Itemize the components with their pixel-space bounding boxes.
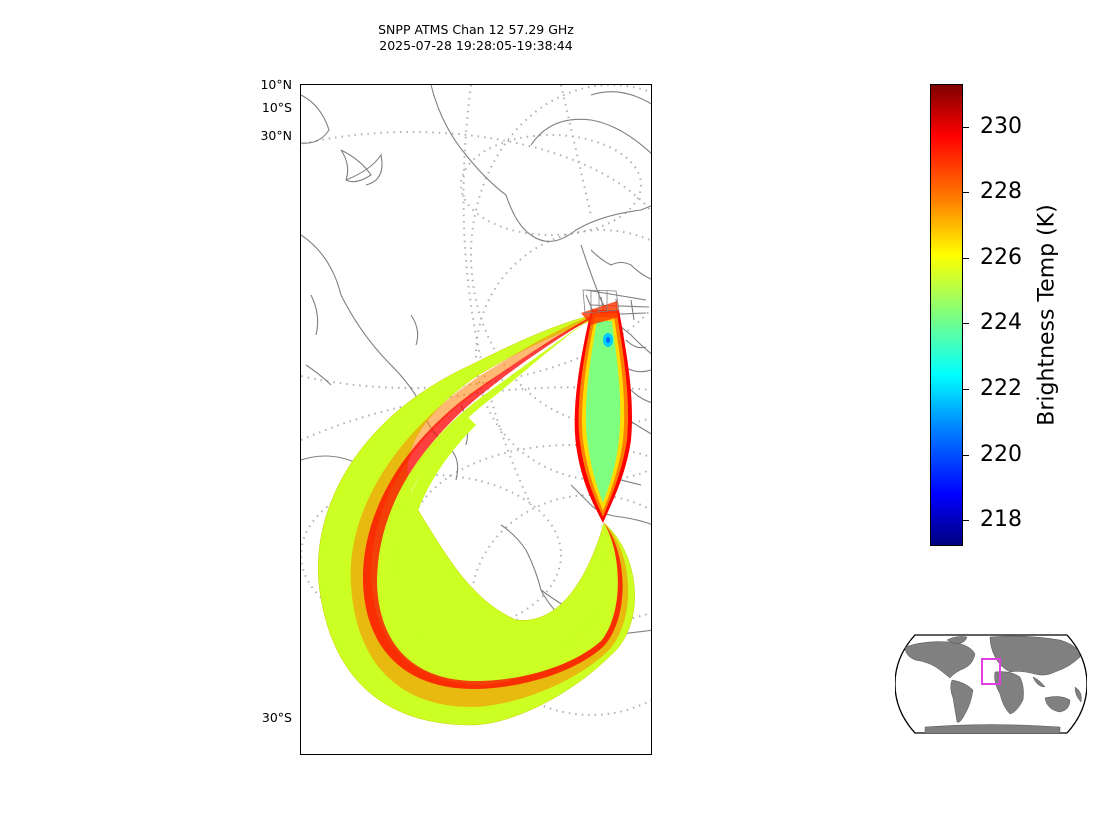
colorbar-tick-224: 224 [980,310,1022,335]
inset-region-box [981,658,1001,685]
lat-label-10n: 10°N [260,77,292,92]
main-map [300,84,652,755]
inset-world-map [894,632,1088,736]
colorbar [930,84,963,546]
colorbar-tick-222: 222 [980,376,1022,401]
swath-hook [317,314,635,726]
lat-label-30s: 30°S [261,710,292,725]
lat-label-10s: 10°S [261,100,292,115]
colorbar-tick-228: 228 [980,179,1022,204]
plot-title: SNPP ATMS Chan 12 57.29 GHz 2025-07-28 1… [300,22,652,54]
map-canvas [301,85,651,726]
colorbar-label: Brightness Temp (K) [1034,204,1060,426]
swath-spindle [574,301,632,523]
lat-label-30n: 30°N [260,128,292,143]
title-line-2: 2025-07-28 19:28:05-19:38:44 [379,38,573,53]
colorbar-tick-226: 226 [980,245,1022,270]
colorbar-tick-220: 220 [980,442,1022,467]
inset-land [904,635,1082,733]
state-borders [582,289,620,314]
colorbar-tick-230: 230 [980,114,1022,139]
title-line-1: SNPP ATMS Chan 12 57.29 GHz [378,22,574,37]
colorbar-tick-218: 218 [980,507,1022,532]
